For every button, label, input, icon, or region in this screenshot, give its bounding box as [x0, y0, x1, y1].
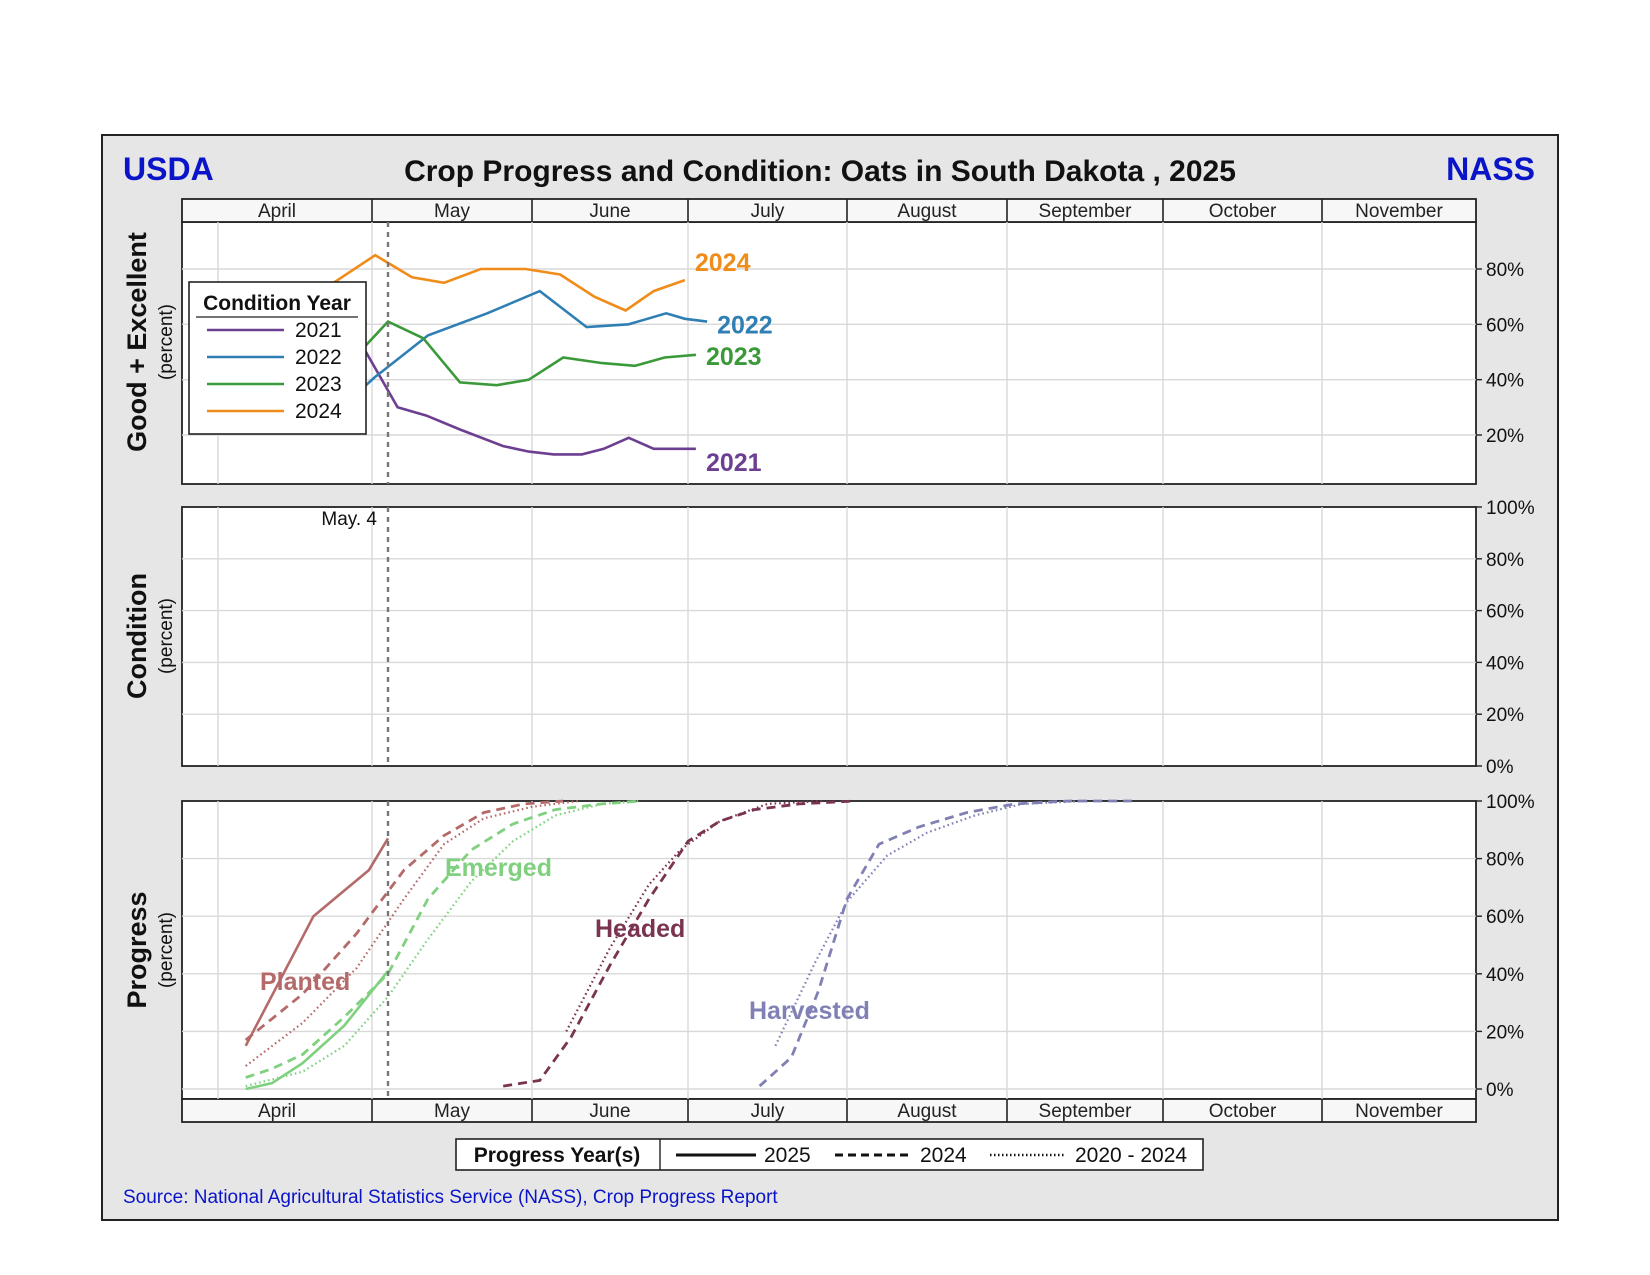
- usda-logo-text: USDA: [123, 151, 214, 187]
- good-excellent-axis-sublabel: (percent): [156, 304, 177, 380]
- month-label-august: August: [897, 201, 957, 222]
- progress-axis-label: Progress: [122, 891, 152, 1008]
- progress-series: Planted Emerged Headed Harvested: [244, 799, 1132, 1091]
- condition-y-ticks: 0% 20% 40% 60% 80% 100%: [1476, 498, 1535, 778]
- month-label-may: May: [434, 1101, 470, 1122]
- progress-legend-2020-2024: 2020 - 2024: [1075, 1144, 1187, 1167]
- condition-panel: [181, 506, 1477, 767]
- y-tick-label: 100%: [1486, 792, 1535, 813]
- progress-legend-2024: 2024: [920, 1144, 967, 1167]
- series-line-harvested-2020-2024: [774, 799, 1086, 1047]
- y-tick-label: 40%: [1486, 371, 1524, 392]
- progress-legend: Progress Year(s) 2025 2024 2020 - 2024: [455, 1138, 1204, 1171]
- y-tick-label: 0%: [1486, 1080, 1514, 1101]
- legend-label-2024: 2024: [295, 400, 342, 423]
- series-line-planted-2024: [244, 799, 564, 1042]
- progress-y-ticks: 0% 20% 40% 60% 80% 100%: [1476, 792, 1535, 1101]
- condition-legend-items: 2021 2022 2023 2024: [207, 319, 342, 423]
- series-label-2022: 2022: [717, 312, 773, 340]
- condition-axis-label: Condition: [122, 573, 152, 699]
- month-label-october: October: [1209, 201, 1277, 222]
- month-label-july: July: [751, 1101, 785, 1122]
- month-axis-top: [181, 198, 1477, 223]
- grid-lines: [182, 222, 1476, 1099]
- progress-legend-title: Progress Year(s): [474, 1144, 641, 1167]
- progress-panel: [181, 800, 1477, 1100]
- month-label-august: August: [897, 1101, 957, 1122]
- good-excellent-series: 2021 2022 2023 2024: [256, 249, 773, 477]
- condition-axis-sublabel: (percent): [156, 598, 177, 674]
- legend-label-2022: 2022: [295, 346, 342, 369]
- series-label-2021: 2021: [706, 449, 762, 477]
- series-line-headed-2024: [502, 799, 856, 1088]
- progress-legend-2025: 2025: [764, 1144, 811, 1167]
- series-line-2024: [297, 253, 686, 312]
- series-line-emerged-2024: [245, 799, 642, 1079]
- progress-label-headed: Headed: [595, 915, 685, 943]
- series-label-2023: 2023: [706, 343, 762, 371]
- y-tick-label: 100%: [1486, 498, 1535, 519]
- condition-legend-title: Condition Year: [203, 292, 351, 315]
- y-tick-label: 80%: [1486, 260, 1524, 281]
- month-label-september: September: [1039, 1101, 1133, 1122]
- source-note: Source: National Agricultural Statistics…: [123, 1187, 778, 1208]
- y-tick-label: 60%: [1486, 907, 1524, 928]
- y-tick-label: 60%: [1486, 315, 1524, 336]
- nass-logo-text: NASS: [1446, 151, 1535, 187]
- month-axis-bottom: [181, 1098, 1477, 1123]
- y-tick-label: 20%: [1486, 426, 1524, 447]
- month-label-july: July: [751, 201, 785, 222]
- series-label-2024: 2024: [695, 249, 751, 277]
- month-dividers: [371, 199, 1323, 1122]
- good-excellent-axis-label: Good + Excellent: [122, 232, 152, 452]
- month-label-june: June: [589, 201, 630, 222]
- progress-legend-box: [455, 1138, 1204, 1171]
- y-tick-label: 40%: [1486, 965, 1524, 986]
- month-labels-top: April May June July August September October No…: [258, 201, 1443, 222]
- progress-label-harvested: Harvested: [749, 997, 870, 1025]
- y-tick-label: 80%: [1486, 550, 1524, 571]
- month-label-november: November: [1355, 1101, 1443, 1122]
- good-excellent-panel: [181, 221, 1477, 485]
- series-line-2022: [328, 289, 708, 420]
- series-line-planted-2020-2024: [245, 799, 579, 1067]
- series-line-emerged-2020-2024: [245, 799, 642, 1088]
- y-tick-label: 20%: [1486, 1022, 1524, 1043]
- month-label-april: April: [258, 1101, 296, 1122]
- y-tick-label: 80%: [1486, 850, 1524, 871]
- y-tick-label: 60%: [1486, 602, 1524, 623]
- month-label-april: April: [258, 201, 296, 222]
- condition-legend: Condition Year 2021 2022 2023 2024: [188, 281, 367, 435]
- series-line-emerged-2025: [245, 970, 390, 1091]
- series-line-planted-2025: [244, 837, 390, 1047]
- progress-axis-sublabel: (percent): [156, 912, 177, 988]
- month-label-may: May: [434, 201, 470, 222]
- y-tick-label: 0%: [1486, 757, 1514, 778]
- legend-label-2023: 2023: [295, 373, 342, 396]
- month-label-june: June: [589, 1101, 630, 1122]
- y-tick-label: 20%: [1486, 705, 1524, 726]
- y-tick-label: 40%: [1486, 653, 1524, 674]
- month-label-september: September: [1039, 201, 1133, 222]
- series-line-2023: [322, 320, 697, 387]
- good-excellent-y-ticks: 20% 40% 60% 80%: [1476, 260, 1524, 447]
- chart-title: Crop Progress and Condition: Oats in Sou…: [404, 155, 1236, 188]
- current-week-label: May. 4: [321, 509, 377, 530]
- progress-label-planted: Planted: [260, 968, 350, 996]
- progress-label-emerged: Emerged: [445, 854, 552, 882]
- month-label-october: October: [1209, 1101, 1277, 1122]
- legend-label-2021: 2021: [295, 319, 342, 342]
- month-label-november: November: [1355, 201, 1443, 222]
- month-labels-bottom: April May June July August September October No…: [258, 1101, 1443, 1122]
